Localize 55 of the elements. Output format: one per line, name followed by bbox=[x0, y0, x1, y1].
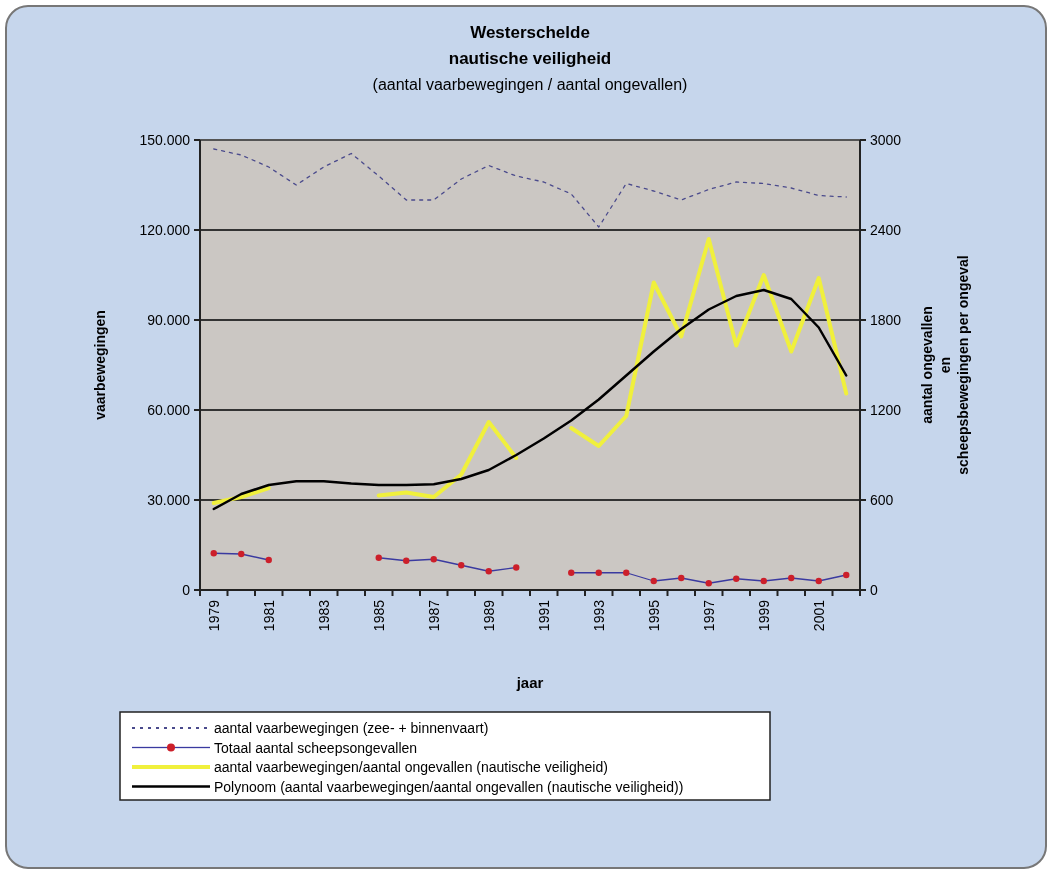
point bbox=[815, 577, 822, 585]
x-tick-label: 1985 bbox=[370, 599, 387, 632]
point bbox=[430, 556, 437, 563]
chart-title: Westerschelde nautische veiligheid bbox=[448, 23, 612, 68]
y-tick-label: 120.000 bbox=[139, 222, 191, 238]
point bbox=[650, 577, 657, 585]
legend-label: Totaal aantal scheepsongevallen bbox=[214, 739, 418, 756]
point bbox=[265, 556, 272, 564]
x-tick-label: 1995 bbox=[645, 599, 662, 632]
x-tick-label: 1997 bbox=[700, 599, 717, 632]
y2-tick-label: 2400 bbox=[870, 222, 902, 238]
x-tick-label: 2001 bbox=[810, 599, 827, 632]
x-tick-label: 1991 bbox=[535, 599, 552, 632]
point bbox=[843, 571, 850, 579]
point bbox=[595, 569, 602, 576]
legend-label: aantal vaarbewegingen (zee- + binnenvaart) bbox=[214, 720, 489, 736]
point bbox=[705, 580, 712, 587]
x-tick-label: 1979 bbox=[205, 599, 222, 632]
point bbox=[485, 568, 492, 575]
x-tick-label: 1983 bbox=[315, 599, 332, 632]
point bbox=[788, 574, 795, 582]
y2-tick-label: 1800 bbox=[870, 312, 902, 328]
point bbox=[238, 550, 245, 558]
point bbox=[375, 554, 382, 561]
point bbox=[210, 550, 217, 557]
point bbox=[403, 557, 410, 564]
point bbox=[678, 574, 685, 582]
y-tick-label: 30.000 bbox=[147, 492, 191, 508]
point bbox=[513, 564, 520, 571]
x-tick-label: 1999 bbox=[755, 599, 772, 632]
y-tick-label: 150.000 bbox=[139, 132, 191, 148]
line-series bbox=[213, 148, 847, 228]
y-tick-label: 60.000 bbox=[147, 402, 191, 418]
x-tick-label: 1989 bbox=[480, 599, 497, 632]
y-axis-title: vaarbewegingen bbox=[92, 310, 108, 420]
x-tick-label: 1981 bbox=[260, 599, 277, 632]
y2-axis-title: aantal ongevallen en scheepsbewegingen per ongeval bbox=[919, 255, 971, 475]
x-axis-title: jaar bbox=[515, 674, 544, 691]
point bbox=[568, 569, 575, 576]
point bbox=[458, 562, 465, 569]
point bbox=[760, 577, 767, 585]
chart-subtitle: (aantal vaarbewegingen / aantal ongevallen) bbox=[372, 76, 688, 93]
legend-label: Polynoom (aantal vaarbewegingen/aantal ongevallen (nautische veiligheid)) bbox=[214, 778, 684, 795]
y2-tick-label: 0 bbox=[870, 582, 878, 598]
x-tick-label: 1987 bbox=[425, 599, 442, 632]
y-tick-label: 0 bbox=[182, 582, 191, 598]
legend-label: aantal vaarbewegingen/aantal ongevallen (nautische veiligheid) bbox=[214, 759, 608, 775]
y2-tick-label: 1200 bbox=[870, 402, 902, 418]
y-tick-label: 90.000 bbox=[147, 312, 191, 328]
x-tick-label: 1993 bbox=[590, 599, 607, 632]
y2-tick-label: 3000 bbox=[870, 132, 902, 148]
point bbox=[623, 569, 630, 576]
line-series bbox=[212, 288, 848, 511]
y2-tick-label: 600 bbox=[870, 492, 894, 508]
point bbox=[733, 575, 740, 582]
